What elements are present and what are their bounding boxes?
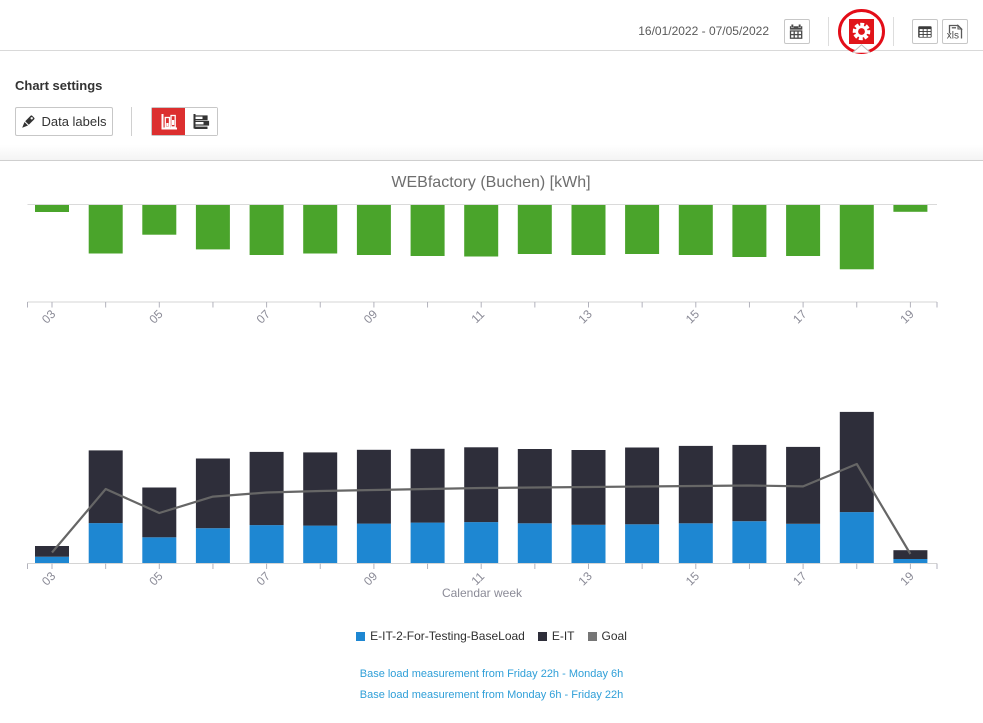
svg-text:17: 17	[790, 569, 810, 589]
svg-text:09: 09	[361, 569, 381, 589]
svg-text:15: 15	[683, 569, 703, 589]
svg-text:07: 07	[254, 307, 274, 327]
svg-text:11: 11	[469, 307, 488, 326]
svg-text:03: 03	[39, 569, 59, 589]
svg-text:19: 19	[897, 307, 917, 327]
svg-text:09: 09	[361, 307, 381, 327]
svg-text:13: 13	[575, 307, 595, 327]
svg-text:xls: xls	[947, 31, 959, 42]
svg-text:03: 03	[39, 307, 59, 327]
svg-text:15: 15	[683, 307, 703, 327]
svg-text:WEBfactory (Buchen) [kWh]: WEBfactory (Buchen) [kWh]	[391, 174, 590, 191]
svg-text:19: 19	[897, 569, 917, 589]
svg-text:05: 05	[146, 307, 166, 327]
svg-text:05: 05	[146, 569, 166, 589]
svg-text:07: 07	[254, 569, 274, 589]
svg-text:13: 13	[575, 569, 595, 589]
svg-text:Calendar week: Calendar week	[442, 586, 523, 600]
svg-text:17: 17	[790, 307, 810, 327]
